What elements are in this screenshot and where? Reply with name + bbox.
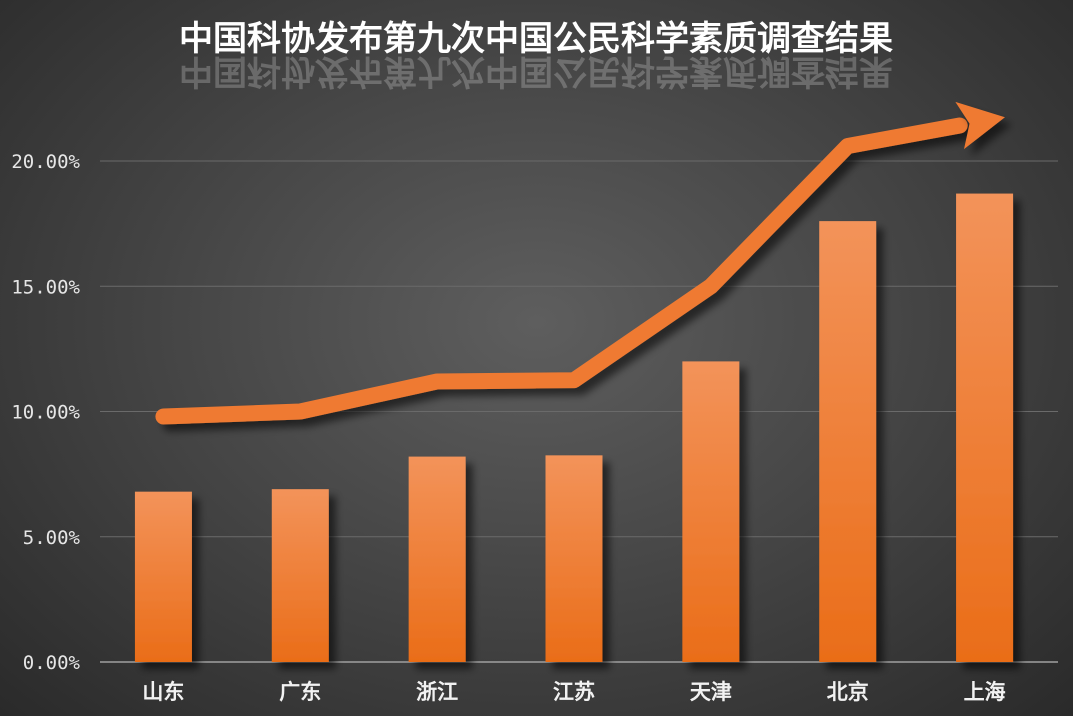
chart-title: 中国科协发布第九次中国公民科学素质调查结果 中国科协发布第九次中国公民科学素质调…: [179, 19, 893, 91]
y-tick-label: 20.00%: [11, 151, 80, 173]
chart-title-reflection: 中国科协发布第九次中国公民科学素质调查结果: [179, 51, 893, 91]
x-tick-label: 天津: [690, 680, 732, 704]
bar: [545, 455, 603, 662]
bar: [956, 193, 1014, 662]
bar: [271, 489, 329, 662]
x-tick-label: 山东: [142, 680, 184, 704]
x-tick-label: 上海: [964, 680, 1006, 704]
y-tick-label: 0.00%: [23, 652, 81, 674]
trend-line: [155, 117, 968, 425]
bar: [682, 361, 740, 662]
x-tick-label: 江苏: [553, 680, 595, 704]
y-axis-ticks: 0.00% 5.00% 10.00% 15.00% 20.00%: [11, 151, 80, 674]
chart-title-text: 中国科协发布第九次中国公民科学素质调查结果: [179, 19, 893, 59]
y-tick-label: 10.00%: [11, 402, 80, 424]
bars: [134, 193, 1014, 662]
bar: [819, 221, 877, 662]
x-axis-ticks: 山东 广东 浙江 江苏 天津 北京 上海: [142, 680, 1005, 704]
y-tick-label: 15.00%: [11, 276, 80, 298]
trend-arrow: [155, 101, 1005, 425]
x-tick-label: 浙江: [416, 680, 458, 704]
bar: [408, 456, 466, 662]
trend-arrow-head: [955, 101, 1005, 150]
x-tick-label: 北京: [827, 680, 869, 704]
x-tick-label: 广东: [279, 680, 321, 704]
y-tick-label: 5.00%: [23, 527, 81, 549]
bar: [134, 491, 192, 662]
